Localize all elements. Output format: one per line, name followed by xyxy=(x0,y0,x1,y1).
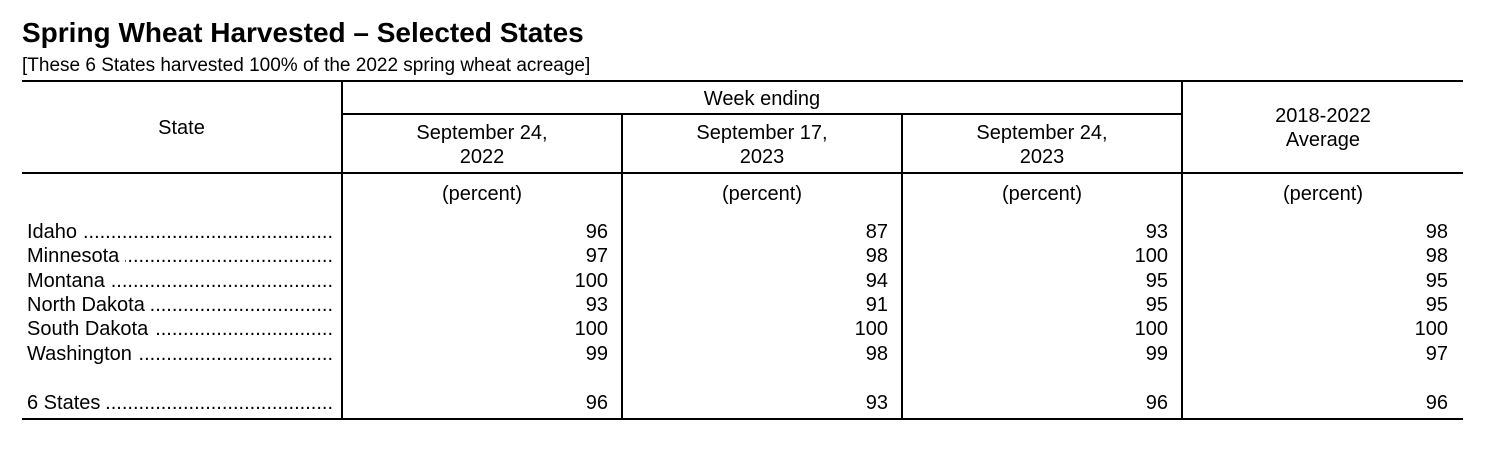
value-cell-col3: 99 xyxy=(1145,343,1168,365)
value-cell-col2: 100 xyxy=(854,318,888,340)
unit-label-1: (percent) xyxy=(441,183,523,205)
row-label-leader: ........................................… xyxy=(27,391,333,415)
state-name: Washington xyxy=(27,343,138,365)
state-name: South Dakota xyxy=(27,318,155,340)
column-header-4: 2018-2022 Average xyxy=(1183,104,1463,152)
value-cell-col4: 97 xyxy=(1425,343,1448,365)
column-header-1: September 24, 2022 xyxy=(343,121,621,169)
value-cell-col3: 96 xyxy=(1145,392,1168,414)
week-ending-header: Week ending xyxy=(703,88,821,110)
column-header-3-line2: 2023 xyxy=(1019,146,1065,168)
value-cell-col3: 95 xyxy=(1145,270,1168,292)
value-cell-col3: 100 xyxy=(1134,318,1168,340)
row-label-leader: ........................................… xyxy=(27,342,333,366)
column-divider-3 xyxy=(901,114,903,420)
state-name: Montana xyxy=(27,270,111,292)
column-header-4-line2: Average xyxy=(1285,129,1361,151)
column-header-1-line1: September 24, xyxy=(416,122,548,144)
column-header-4-line1: 2018-2022 xyxy=(1275,105,1371,127)
state-column-header: State xyxy=(158,117,205,139)
value-cell-col3: 95 xyxy=(1145,294,1168,316)
value-cell-col4: 95 xyxy=(1425,270,1448,292)
value-cell-col1: 100 xyxy=(574,318,608,340)
unit-label-4: (percent) xyxy=(1282,183,1364,205)
row-label-leader: ........................................… xyxy=(27,220,333,244)
value-cell-col2: 87 xyxy=(865,221,888,243)
value-cell-col4: 96 xyxy=(1425,392,1448,414)
column-header-2-line2: 2023 xyxy=(739,146,785,168)
value-cell-col1: 96 xyxy=(585,221,608,243)
table-row: ........................................… xyxy=(0,244,1486,268)
page-title: Spring Wheat Harvested – Selected States xyxy=(22,17,584,48)
column-divider-1 xyxy=(341,80,343,420)
value-cell-col2: 98 xyxy=(865,343,888,365)
value-cell-col1: 97 xyxy=(585,245,608,267)
column-divider-2 xyxy=(621,114,623,420)
row-label-leader: ........................................… xyxy=(27,269,333,293)
value-cell-col2: 93 xyxy=(865,392,888,414)
state-name: Idaho xyxy=(27,221,84,243)
value-cell-col4: 100 xyxy=(1414,318,1448,340)
row-label-leader: ........................................… xyxy=(27,244,333,268)
table-row: ........................................… xyxy=(0,220,1486,244)
dot-leader: ........................................… xyxy=(27,221,333,243)
value-cell-col1: 100 xyxy=(574,270,608,292)
value-cell-col2: 98 xyxy=(865,245,888,267)
unit-label-3: (percent) xyxy=(1001,183,1083,205)
table-row: ........................................… xyxy=(0,293,1486,317)
state-name: 6 States xyxy=(27,392,107,414)
page-subtitle: [These 6 States harvested 100% of the 20… xyxy=(22,55,591,76)
table-top-rule xyxy=(22,80,1463,82)
value-cell-col2: 94 xyxy=(865,270,888,292)
value-cell-col1: 99 xyxy=(585,343,608,365)
table-row: ........................................… xyxy=(0,342,1486,366)
table-row: ........................................… xyxy=(0,317,1486,341)
value-cell-col1: 93 xyxy=(585,294,608,316)
column-divider-4 xyxy=(1181,80,1183,420)
value-cell-col4: 98 xyxy=(1425,221,1448,243)
value-cell-col1: 96 xyxy=(585,392,608,414)
value-cell-col3: 100 xyxy=(1134,245,1168,267)
table-bottom-rule xyxy=(22,418,1463,420)
value-cell-col4: 98 xyxy=(1425,245,1448,267)
unit-label-2: (percent) xyxy=(721,183,803,205)
column-header-1-line2: 2022 xyxy=(459,146,505,168)
header-bottom-rule xyxy=(22,172,1463,174)
state-name: Minnesota xyxy=(27,245,126,267)
value-cell-col4: 95 xyxy=(1425,294,1448,316)
row-label-leader: ........................................… xyxy=(27,293,333,317)
total-row: ........................................… xyxy=(0,391,1486,415)
state-name: North Dakota xyxy=(27,294,151,316)
value-cell-col2: 91 xyxy=(865,294,888,316)
column-header-2: September 17, 2023 xyxy=(623,121,901,169)
value-cell-col3: 93 xyxy=(1145,221,1168,243)
column-header-3: September 24, 2023 xyxy=(903,121,1181,169)
column-header-2-line1: September 17, xyxy=(696,122,828,144)
week-ending-rule xyxy=(342,113,1182,115)
row-label-leader: ........................................… xyxy=(27,317,333,341)
table-row: ........................................… xyxy=(0,269,1486,293)
column-header-3-line1: September 24, xyxy=(976,122,1108,144)
